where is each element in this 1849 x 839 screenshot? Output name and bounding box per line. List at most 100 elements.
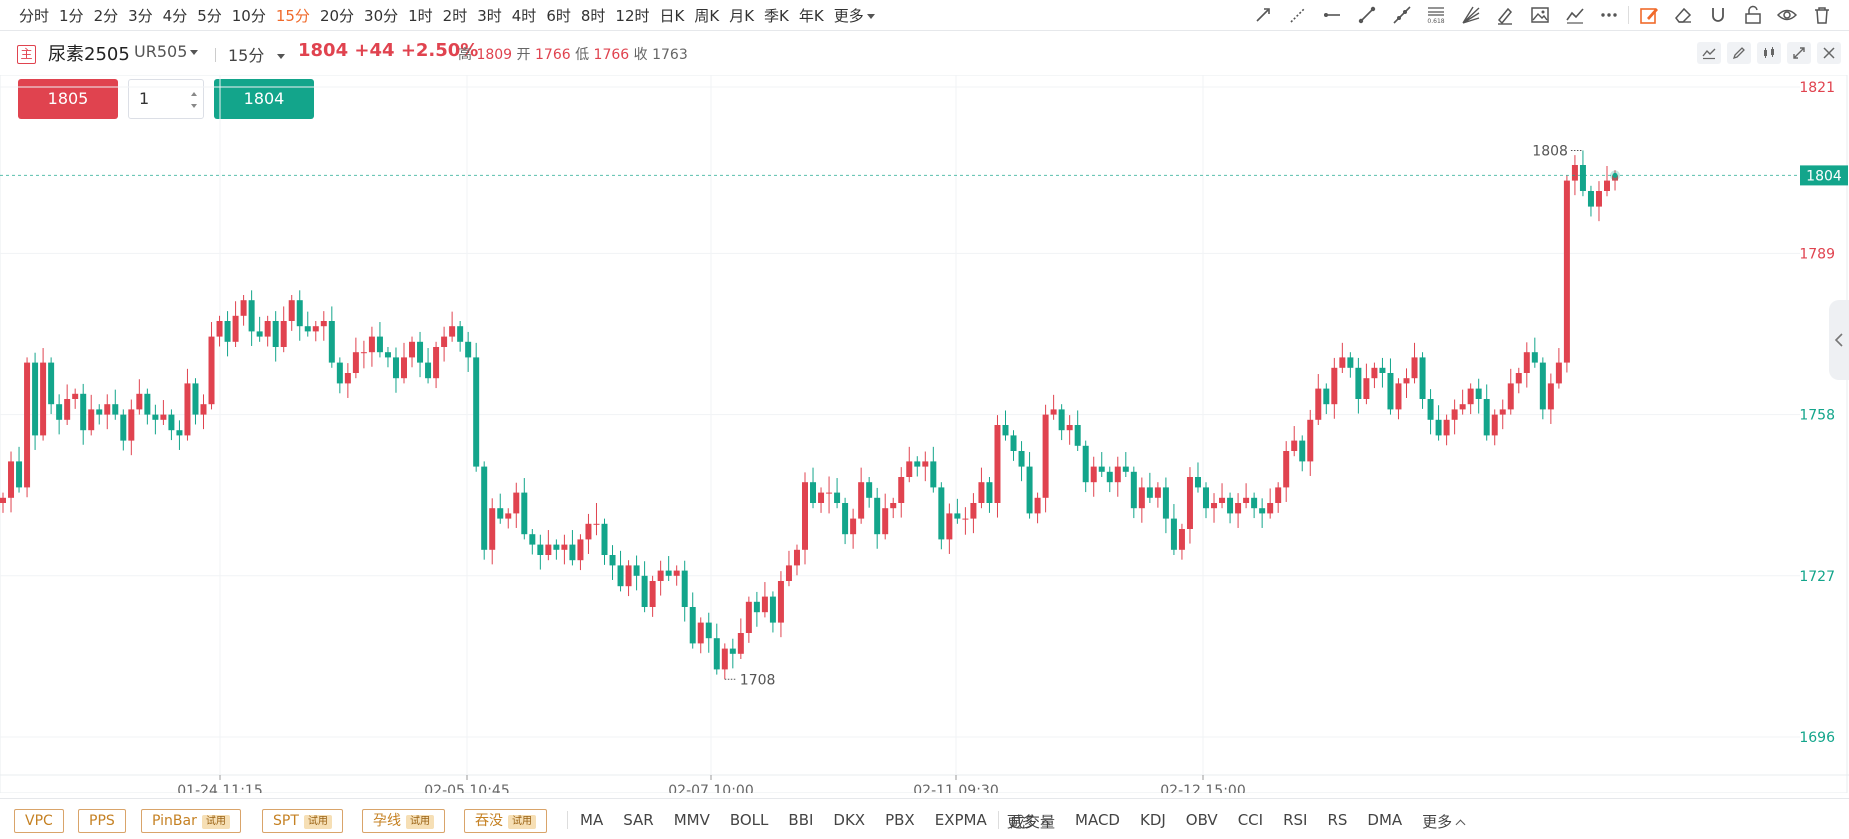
- candle-body: [617, 565, 624, 587]
- period-tab[interactable]: 年K: [798, 6, 824, 25]
- period-tab[interactable]: 3分: [128, 6, 153, 25]
- ray-line-icon[interactable]: [1281, 0, 1316, 30]
- magnet-icon[interactable]: [1701, 0, 1736, 30]
- indicator-vpc[interactable]: VPC: [14, 809, 64, 833]
- candle-body: [112, 404, 119, 415]
- image-icon[interactable]: [1523, 0, 1558, 30]
- candle-body: [745, 601, 752, 633]
- indicator-pps[interactable]: PPS: [78, 809, 126, 833]
- candle-body: [8, 461, 15, 498]
- period-tab[interactable]: 30分: [364, 6, 399, 25]
- segment-line-icon[interactable]: [1350, 0, 1385, 30]
- eraser-icon[interactable]: [1666, 0, 1701, 30]
- pencil-icon[interactable]: [1727, 42, 1751, 64]
- symbol-name[interactable]: 尿素2505: [48, 44, 130, 65]
- gann-fan-icon[interactable]: [1453, 0, 1488, 30]
- period-dropdown[interactable]: 15分: [228, 42, 286, 66]
- period-tab[interactable]: 1时: [408, 6, 433, 25]
- indicator-item[interactable]: RS: [1327, 811, 1348, 829]
- candle-body: [1459, 404, 1466, 410]
- chevron-down-icon: [277, 54, 286, 59]
- side-panel-toggle[interactable]: [1829, 300, 1849, 380]
- indicator-tunmo[interactable]: 吞没 试用: [464, 809, 547, 833]
- candle-body: [802, 482, 808, 550]
- period-tab[interactable]: 2时: [442, 6, 468, 25]
- symbol-info-bar: 主 尿素2505 UR505 15分 1804 +44 +2.50% 高 180…: [0, 36, 1849, 70]
- indicator-item[interactable]: EXPMA: [934, 811, 987, 829]
- candle-body: [561, 544, 568, 550]
- indicator-item[interactable]: MACD: [1075, 811, 1120, 829]
- candle-body: [1363, 378, 1370, 399]
- indicator-item[interactable]: CCI: [1237, 811, 1264, 829]
- draw-mode-icon[interactable]: [1631, 0, 1666, 30]
- period-tab[interactable]: 季K: [764, 6, 789, 25]
- indicator-more-dropdown[interactable]: 更多: [1007, 811, 1051, 832]
- extended-line-icon[interactable]: [1384, 0, 1419, 30]
- indicator-toggle-icon[interactable]: [1697, 42, 1721, 64]
- candle-body: [858, 482, 865, 519]
- period-tab[interactable]: 3时: [477, 6, 502, 25]
- polyline-icon[interactable]: [1557, 0, 1592, 30]
- trial-badge: 试用: [508, 815, 536, 829]
- indicator-item[interactable]: MA: [580, 811, 604, 829]
- trend-line-icon[interactable]: [1246, 0, 1281, 30]
- indicator-item[interactable]: 成交量: [1010, 813, 1056, 831]
- period-more-dropdown[interactable]: 更多: [829, 5, 880, 26]
- indicator-item[interactable]: SAR: [623, 811, 654, 829]
- decrement-icon[interactable]: [191, 104, 197, 108]
- period-tab[interactable]: 12时: [615, 6, 650, 25]
- period-tab[interactable]: 6时: [546, 6, 571, 25]
- indicator-item[interactable]: DMA: [1367, 811, 1403, 829]
- candle-body: [1379, 367, 1386, 373]
- candlestick-chart[interactable]: 1821 1789 1758 1727 1696 01-24 11:15 02-05 10:…: [0, 75, 1849, 793]
- eye-icon[interactable]: [1770, 0, 1805, 30]
- period-tab[interactable]: 8时: [580, 6, 606, 25]
- period-tab[interactable]: 5分: [197, 6, 222, 25]
- period-tab[interactable]: 20分: [319, 6, 355, 25]
- indicator-item[interactable]: KDJ: [1139, 811, 1166, 829]
- x-axis-tick-label: 02-07 10:00: [668, 783, 753, 793]
- trash-icon[interactable]: [1804, 0, 1839, 30]
- sell-button[interactable]: 1804: [214, 79, 314, 119]
- period-tab[interactable]: 周K: [694, 6, 720, 25]
- period-tab[interactable]: 1分: [59, 6, 84, 25]
- brush-icon[interactable]: [1488, 0, 1523, 30]
- indicator-item[interactable]: RSI: [1283, 811, 1308, 829]
- symbol-code-dropdown[interactable]: UR505: [134, 42, 199, 61]
- indicator-yunxian[interactable]: 孕线 试用: [362, 809, 445, 833]
- indicator-item[interactable]: OBV: [1185, 811, 1218, 829]
- indicator-item[interactable]: BBI: [788, 811, 814, 829]
- candle-body: [1267, 503, 1274, 514]
- period-tab[interactable]: 2分: [93, 6, 119, 25]
- candle-body: [48, 362, 55, 405]
- period-tab[interactable]: 月K: [729, 6, 755, 25]
- indicator-spt[interactable]: SPT 试用: [262, 809, 343, 833]
- period-tab[interactable]: 10分: [231, 6, 266, 25]
- candle-body: [1235, 503, 1242, 514]
- more-dots-icon[interactable]: [1592, 0, 1627, 30]
- high-label: 高: [458, 47, 472, 63]
- quantity-stepper[interactable]: 1: [128, 79, 204, 119]
- unlock-icon[interactable]: [1735, 0, 1770, 30]
- buy-button[interactable]: 1805: [18, 79, 118, 119]
- period-tab[interactable]: 日K: [659, 6, 685, 25]
- horizontal-line-icon[interactable]: [1315, 0, 1350, 30]
- price-change-percent: +2.50%: [400, 40, 479, 61]
- indicator-pinbar[interactable]: PinBar 试用: [141, 809, 241, 833]
- period-tab[interactable]: 15分: [275, 6, 310, 25]
- indicator-item[interactable]: BOLL: [729, 811, 769, 829]
- increment-icon[interactable]: [191, 92, 197, 96]
- close-icon[interactable]: [1817, 42, 1841, 64]
- indicator-more-dropdown[interactable]: 更多: [1422, 811, 1466, 832]
- indicator-item[interactable]: DKX: [833, 811, 866, 829]
- period-tab[interactable]: 4分: [162, 6, 188, 25]
- fibonacci-icon[interactable]: 0.618: [1419, 0, 1454, 30]
- indicator-item[interactable]: PBX: [885, 811, 915, 829]
- candle-body: [609, 555, 616, 566]
- period-tab[interactable]: 4时: [511, 6, 537, 25]
- y-axis-tick-label: 1821: [1799, 80, 1835, 96]
- candle-style-icon[interactable]: [1757, 42, 1781, 64]
- period-tab[interactable]: 分时: [19, 6, 50, 25]
- indicator-item[interactable]: MMV: [673, 811, 710, 829]
- fullscreen-icon[interactable]: [1787, 42, 1811, 64]
